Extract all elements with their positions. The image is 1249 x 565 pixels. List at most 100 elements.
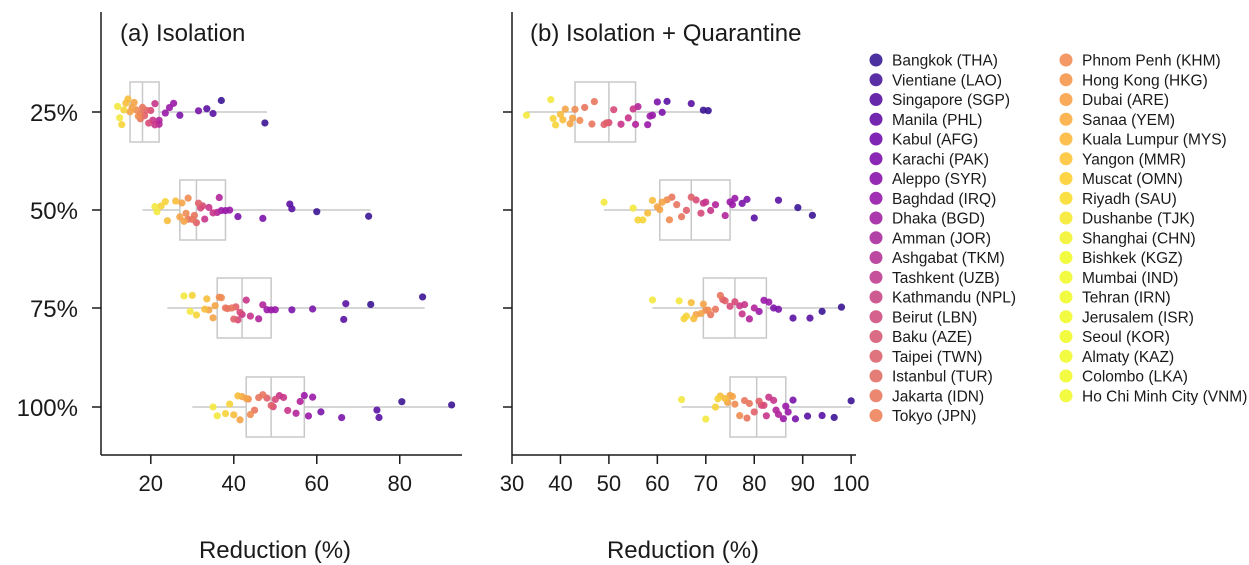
data-point xyxy=(165,103,174,112)
data-point xyxy=(624,114,632,122)
legend-marker xyxy=(869,53,883,67)
data-point xyxy=(631,120,640,128)
data-point xyxy=(566,120,574,128)
data-point xyxy=(721,211,729,220)
data-point xyxy=(365,212,373,220)
legend-marker xyxy=(1059,231,1073,245)
x-tick-label: 40 xyxy=(548,471,572,496)
data-point xyxy=(791,415,800,423)
legend-marker xyxy=(1059,369,1073,383)
data-point xyxy=(600,198,608,206)
panel-a-x-axis-label: Reduction (%) xyxy=(199,537,351,564)
legend-marker xyxy=(1059,93,1073,106)
data-point xyxy=(755,397,763,405)
data-point xyxy=(309,305,317,313)
panel-a-title: (a) Isolation xyxy=(120,20,245,47)
data-point xyxy=(743,195,751,203)
data-point xyxy=(699,106,707,114)
data-point xyxy=(716,291,724,300)
data-point xyxy=(234,212,242,221)
legend-label: Riyadh (SAU) xyxy=(1082,191,1177,208)
data-point xyxy=(770,304,778,312)
data-point xyxy=(186,307,194,315)
data-point xyxy=(653,203,661,211)
legend-entry: Kabul (AFG) xyxy=(869,132,978,149)
data-point xyxy=(726,198,734,206)
data-point xyxy=(680,315,688,323)
x-tick-label: 60 xyxy=(305,471,329,496)
legend-entry: Kuala Lumpur (MYS) xyxy=(1059,132,1227,149)
data-point xyxy=(779,415,787,423)
data-point xyxy=(738,310,746,318)
legend-marker xyxy=(1059,152,1073,166)
legend-entry: Yangon (MMR) xyxy=(1059,151,1186,168)
legend-label: Tashkent (UZB) xyxy=(892,270,1000,287)
data-point xyxy=(699,199,707,207)
legend-marker xyxy=(1059,53,1073,67)
data-point xyxy=(161,109,169,117)
legend-entry: Almaty (KAZ) xyxy=(1059,349,1174,366)
legend-entry: Baghdad (IRQ) xyxy=(869,191,996,208)
legend-label: Mumbai (IND) xyxy=(1082,270,1178,287)
legend-label: Singapore (SGP) xyxy=(892,92,1010,109)
data-point xyxy=(772,406,780,414)
data-point xyxy=(699,300,707,308)
data-point xyxy=(617,120,625,128)
data-point xyxy=(342,300,350,308)
panel-b-boxes xyxy=(526,81,852,438)
data-point xyxy=(138,103,147,111)
data-point xyxy=(215,193,223,202)
data-point xyxy=(556,110,565,119)
x-tick-label: 60 xyxy=(645,471,669,496)
data-point xyxy=(707,206,715,215)
data-point xyxy=(677,395,686,404)
data-point xyxy=(675,297,683,305)
legend-marker xyxy=(1059,132,1073,146)
legend-entry: Tashkent (UZB) xyxy=(869,270,1000,287)
legend-marker xyxy=(869,231,883,245)
data-point xyxy=(559,116,567,124)
data-point xyxy=(151,202,159,211)
data-point xyxy=(194,107,203,115)
legend-marker xyxy=(869,251,883,264)
legend-entry: Seoul (KOR) xyxy=(1059,329,1170,346)
legend-marker xyxy=(1059,290,1073,304)
legend-label: Dushanbe (TJK) xyxy=(1082,211,1195,228)
data-point xyxy=(687,193,695,201)
legend-entry: Ho Chi Minh City (VNM) xyxy=(1059,388,1247,405)
data-point xyxy=(255,315,263,323)
data-point xyxy=(736,412,744,420)
data-point xyxy=(806,314,814,322)
legend-marker xyxy=(1059,310,1073,324)
x-tick-label: 90 xyxy=(790,471,814,496)
data-point xyxy=(180,292,188,300)
data-point xyxy=(134,112,142,120)
legend-marker xyxy=(869,310,883,324)
legend-marker xyxy=(869,369,883,383)
data-point xyxy=(263,306,271,314)
data-point xyxy=(259,214,267,223)
legend-entry: Ashgabat (TKM) xyxy=(869,250,1005,267)
data-point xyxy=(765,393,773,401)
data-point xyxy=(313,208,321,216)
data-point xyxy=(808,211,816,219)
data-point xyxy=(182,209,190,217)
legend-marker xyxy=(1059,172,1073,185)
legend-label: Tokyo (JPN) xyxy=(892,408,976,425)
legend-entry: Vientiane (LAO) xyxy=(869,72,1002,89)
data-point xyxy=(665,216,674,224)
legend-label: Karachi (PAK) xyxy=(892,151,989,168)
legend-marker xyxy=(869,191,883,205)
data-point xyxy=(367,300,375,309)
legend-label: Muscat (OMN) xyxy=(1082,171,1183,188)
legend-entry: Istanbul (TUR) xyxy=(869,369,993,386)
data-point xyxy=(726,302,734,310)
data-point xyxy=(288,306,296,314)
data-point xyxy=(172,197,180,205)
data-point xyxy=(292,409,300,417)
data-point xyxy=(221,409,230,418)
data-point xyxy=(663,97,671,105)
legend-label: Almaty (KAZ) xyxy=(1082,349,1174,366)
legend-marker xyxy=(869,172,883,185)
data-point xyxy=(113,102,122,111)
